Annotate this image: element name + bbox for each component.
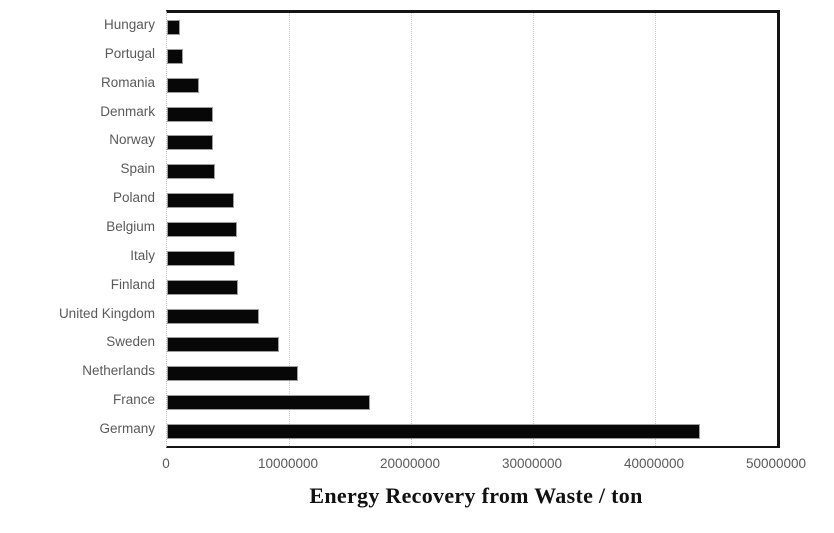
x-tick-label-50000000: 50000000 [745, 456, 807, 471]
category-label-hungary: Hungary [103, 16, 155, 32]
bar-poland [167, 193, 235, 209]
bar-finland [167, 279, 238, 295]
bar-united-kingdom [167, 308, 259, 324]
vertical-gridline [533, 13, 534, 446]
bar-portugal [167, 48, 183, 64]
category-label-finland: Finland [110, 276, 155, 292]
bar-norway [167, 135, 214, 151]
category-label-germany: Germany [99, 421, 155, 437]
x-tick-label-0: 0 [162, 456, 170, 471]
category-label-spain: Spain [120, 161, 155, 177]
category-label-portugal: Portugal [104, 45, 155, 61]
vertical-gridline [411, 13, 412, 446]
vertical-gridline [655, 13, 656, 446]
category-label-france: France [112, 392, 155, 408]
category-label-poland: Poland [112, 190, 155, 206]
plot-area [166, 10, 780, 448]
bar-spain [167, 164, 215, 180]
category-label-italy: Italy [130, 247, 155, 263]
vertical-gridline [289, 13, 290, 446]
bar-romania [167, 77, 199, 93]
category-label-denmark: Denmark [100, 103, 155, 119]
category-label-romania: Romania [100, 74, 155, 90]
bar-sweden [167, 337, 280, 353]
bar-belgium [167, 222, 237, 237]
category-label-sweden: Sweden [106, 334, 155, 350]
category-label-belgium: Belgium [106, 219, 155, 234]
bar-netherlands [167, 366, 298, 382]
bar-germany [167, 424, 701, 440]
bar-hungary [167, 19, 181, 35]
category-label-norway: Norway [109, 132, 155, 148]
x-axis-title: Energy Recovery from Waste / ton [309, 483, 643, 508]
x-tick-label-10000000: 10000000 [257, 456, 319, 471]
bar-denmark [167, 106, 214, 122]
bar-france [167, 395, 370, 411]
category-label-united-kingdom: United Kingdom [58, 305, 155, 321]
x-tick-label-30000000: 30000000 [501, 456, 563, 471]
x-tick-label-40000000: 40000000 [623, 456, 685, 471]
category-label-netherlands: Netherlands [82, 363, 155, 379]
bar-italy [167, 250, 236, 266]
x-tick-label-20000000: 20000000 [379, 456, 441, 471]
